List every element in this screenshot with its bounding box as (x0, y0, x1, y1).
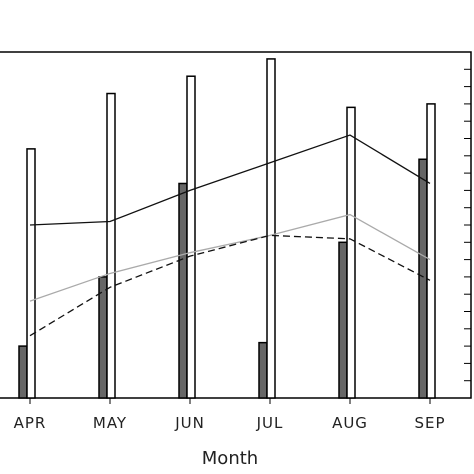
plot-frame (0, 51, 472, 399)
bar-filled-apr (18, 345, 28, 399)
line-series-1 (29, 134, 431, 226)
bars (18, 58, 436, 399)
bar-filled-jul (258, 341, 268, 399)
x-axis-tick-labels: APR MAY JUN JUL AUG SEP (14, 414, 445, 432)
x-tick-label-jun: JUN (174, 414, 205, 432)
line-series-3 (29, 234, 431, 337)
bar-outline-jun (186, 75, 196, 399)
bar-outline-sep (426, 103, 436, 399)
lines (29, 134, 431, 337)
line-series-2 (29, 213, 431, 302)
bar-filled-sep (418, 158, 428, 399)
x-tick-label-jul: JUL (256, 414, 284, 432)
x-axis-title: Month (202, 448, 258, 469)
bar-outline-may (106, 92, 116, 399)
bar-filled-may (98, 276, 108, 399)
y-axis-ticks (464, 51, 471, 399)
x-tick-label-sep: SEP (414, 414, 445, 432)
bar-outline-apr (26, 148, 36, 399)
bar-filled-aug (338, 241, 348, 399)
x-tick-label-apr: APR (14, 414, 47, 432)
x-tick-label-aug: AUG (332, 414, 368, 432)
x-axis-ticks (29, 398, 431, 404)
bar-outline-aug (346, 106, 356, 399)
bar-filled-jun (178, 182, 188, 399)
bar-outline-jul (266, 58, 276, 399)
x-tick-label-may: MAY (93, 414, 127, 432)
